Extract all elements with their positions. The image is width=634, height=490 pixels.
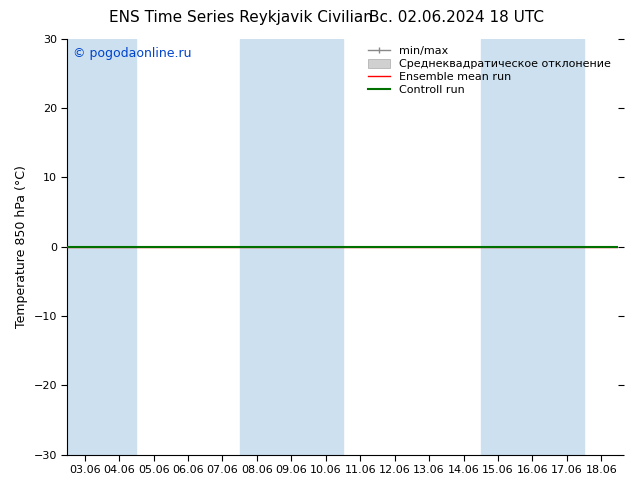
Text: © pogodaonline.ru: © pogodaonline.ru — [73, 47, 191, 60]
Y-axis label: Temperature 850 hPa (°C): Temperature 850 hPa (°C) — [15, 165, 28, 328]
Text: ENS Time Series Reykjavik Civilian: ENS Time Series Reykjavik Civilian — [109, 10, 373, 25]
Legend: min/max, Среднеквадратическое отклонение, Ensemble mean run, Controll run: min/max, Среднеквадратическое отклонение… — [365, 44, 613, 98]
Bar — [481, 39, 584, 455]
Text: Вс. 02.06.2024 18 UTC: Вс. 02.06.2024 18 UTC — [369, 10, 544, 25]
Bar — [67, 39, 136, 455]
Bar — [240, 39, 343, 455]
